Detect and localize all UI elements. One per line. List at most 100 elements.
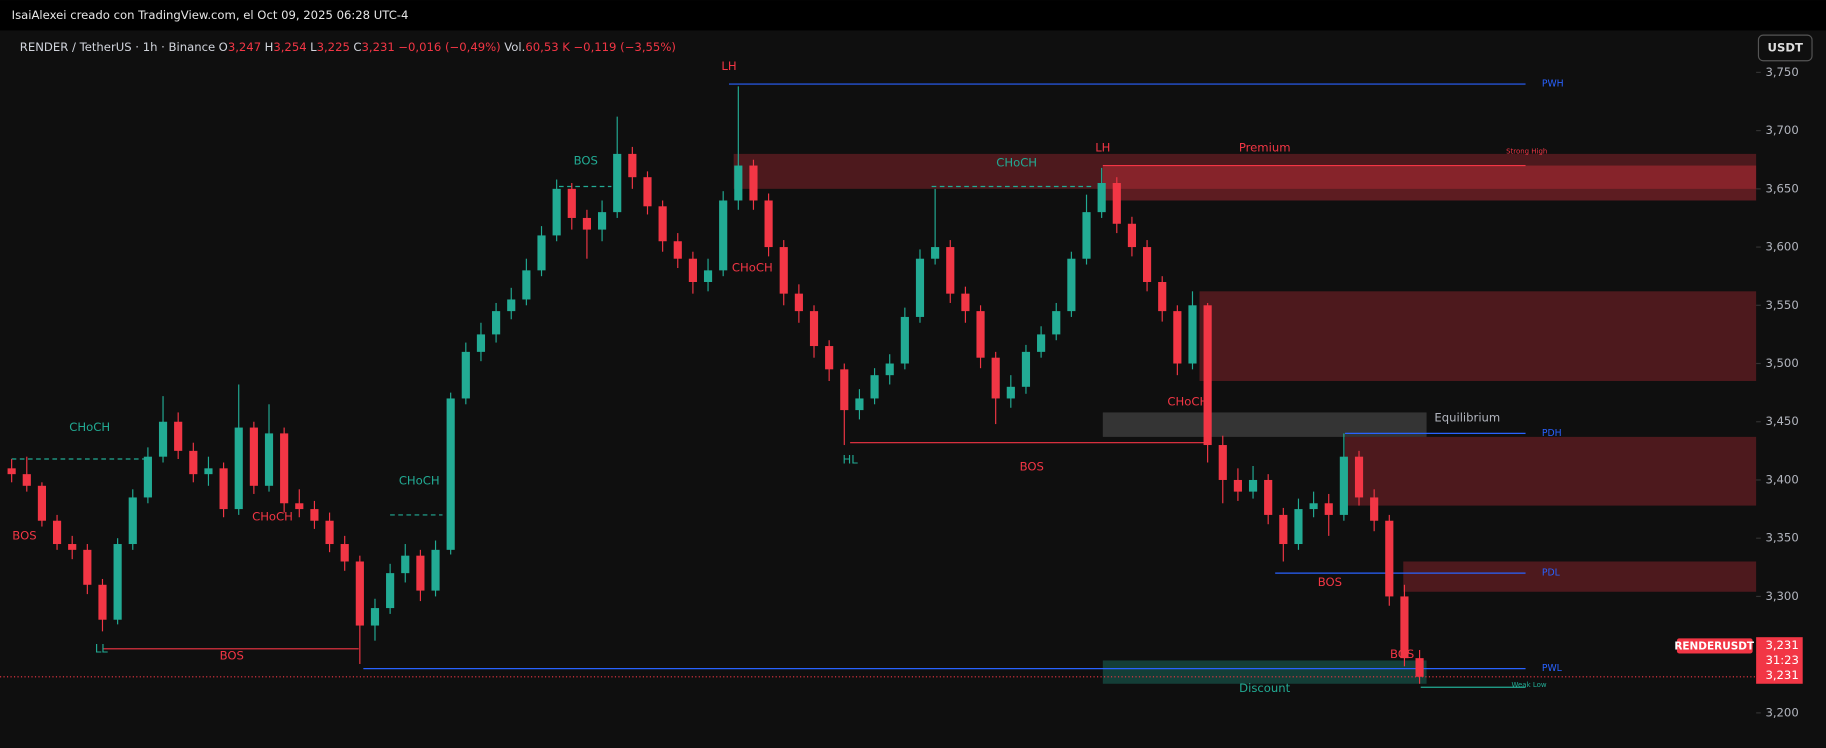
annotation: CHoCH: [732, 261, 773, 275]
y-tick-label: 3,550: [1765, 298, 1798, 312]
candle-body: [310, 509, 319, 521]
candle-body: [703, 270, 713, 283]
candle-body: [628, 153, 637, 178]
candle-body: [295, 503, 304, 510]
candle-body: [991, 357, 1000, 399]
candle-body: [1415, 658, 1424, 677]
candle-body: [461, 351, 470, 399]
zone: [1403, 561, 1757, 592]
candle-body: [68, 544, 77, 550]
candle-body: [1142, 247, 1152, 283]
ohlc-key: H: [265, 39, 274, 53]
candle-body: [1385, 520, 1394, 597]
annotation: BOS: [574, 153, 598, 167]
candle-body: [249, 427, 258, 486]
volume-key: Vol.: [504, 39, 525, 53]
candle-body: [1112, 183, 1121, 224]
currency-button[interactable]: [1757, 34, 1813, 62]
annotation: CHoCH: [996, 156, 1037, 170]
candle-body: [1324, 503, 1333, 515]
y-tick-label: 3,450: [1765, 414, 1798, 428]
candle-body: [1354, 456, 1364, 498]
candle-body: [174, 421, 183, 451]
volume: 60,53 K: [525, 39, 570, 53]
annotation: LH: [721, 59, 736, 73]
annotation: LH: [1095, 141, 1110, 155]
candle-body: [386, 573, 395, 609]
y-tick-label: 3,300: [1765, 589, 1798, 603]
candle-body: [83, 549, 92, 585]
candle-body: [325, 520, 334, 545]
candle-body: [1127, 223, 1137, 248]
y-tick-label: 3,700: [1765, 123, 1798, 137]
candle-body: [794, 293, 803, 312]
candle-body: [234, 427, 243, 510]
candle-body: [22, 474, 31, 486]
candle-body: [492, 311, 501, 335]
candle-body: [128, 497, 137, 545]
annotation: HL: [843, 453, 859, 467]
ohlc-key: O: [219, 39, 228, 53]
candle-body: [1082, 212, 1091, 259]
candle-body: [416, 555, 425, 591]
y-tick-label: 3,650: [1765, 181, 1798, 195]
annotation: BOS: [12, 528, 36, 542]
candle-body: [1052, 311, 1061, 335]
candle-body: [931, 247, 940, 259]
ohlc-value: 3,254: [273, 39, 306, 53]
level-label: PDH: [1542, 428, 1562, 439]
candle-body: [734, 165, 743, 201]
candle-body: [1037, 334, 1046, 352]
candle-body: [855, 398, 864, 411]
volume-change: −0,119 (−3,55%): [573, 39, 675, 53]
candle-body: [1370, 497, 1379, 521]
candle-body: [976, 311, 985, 358]
candle-body: [1294, 509, 1303, 545]
candle-body: [1173, 311, 1182, 364]
price-tag: 3,231: [1765, 668, 1798, 682]
annotation: Premium: [1239, 141, 1291, 155]
candle-body: [476, 334, 486, 352]
y-tick-label: 3,400: [1765, 472, 1798, 486]
y-tick-label: 3,750: [1765, 65, 1798, 79]
y-tick-label: 3,500: [1765, 356, 1798, 370]
candle-body: [1188, 305, 1197, 364]
candle-body: [900, 316, 909, 364]
candle-body: [431, 549, 440, 591]
candle-body: [355, 561, 364, 626]
zone: [733, 153, 1757, 189]
candle-body: [204, 468, 213, 475]
candle-body: [1218, 445, 1227, 480]
level-label: PWH: [1542, 79, 1564, 90]
ohlc-value: 3,247: [228, 39, 261, 53]
candle-body: [597, 212, 607, 230]
candle-body: [113, 544, 122, 620]
zone: [1199, 291, 1757, 381]
candle-body: [280, 433, 289, 504]
candle-body: [52, 520, 62, 545]
candle-body: [582, 217, 592, 230]
candle-body: [688, 258, 697, 283]
y-tick-label: 3,600: [1765, 240, 1798, 254]
candle-body: [446, 398, 455, 550]
candle-body: [1021, 351, 1031, 387]
candle-body: [1339, 456, 1348, 515]
candle-body: [98, 584, 107, 620]
candle-body: [219, 468, 228, 510]
annotation: CHoCH: [69, 420, 110, 434]
candle-body: [643, 177, 652, 207]
attribution-bar: [0, 0, 1826, 31]
candle-body: [1309, 503, 1318, 510]
candle-body: [264, 433, 274, 486]
countdown: 31:23: [1765, 653, 1799, 667]
candle-body: [507, 299, 516, 312]
candle-body: [809, 311, 819, 347]
candle-body: [1279, 514, 1288, 545]
level-label: PDL: [1542, 568, 1561, 579]
candle-body: [401, 555, 410, 574]
annotation: BOS: [1020, 460, 1044, 474]
candle-body: [522, 270, 531, 300]
